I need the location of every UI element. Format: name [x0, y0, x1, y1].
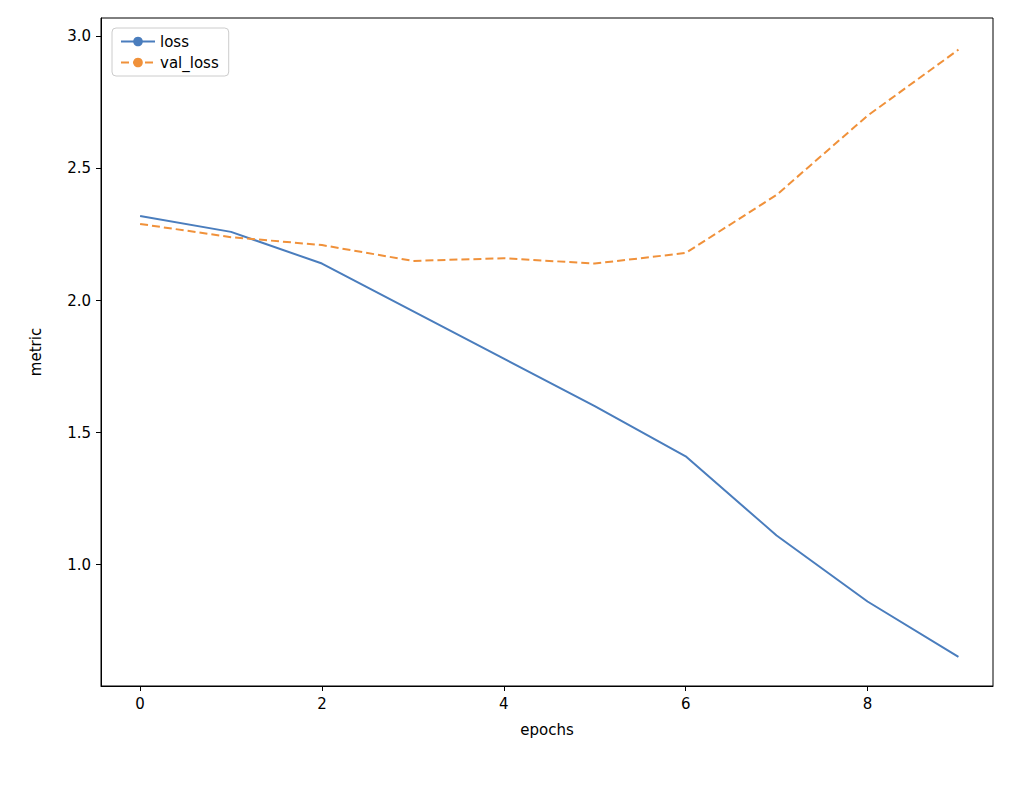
svg-text:6: 6 — [681, 695, 691, 713]
svg-text:1.5: 1.5 — [67, 424, 91, 442]
svg-text:4: 4 — [499, 695, 509, 713]
svg-text:epochs: epochs — [520, 721, 574, 739]
svg-text:3.0: 3.0 — [67, 27, 91, 45]
svg-text:2: 2 — [317, 695, 327, 713]
svg-text:1.0: 1.0 — [67, 556, 91, 574]
svg-text:2.5: 2.5 — [67, 159, 91, 177]
svg-text:val_loss: val_loss — [160, 54, 219, 73]
svg-text:loss: loss — [160, 33, 189, 51]
svg-text:0: 0 — [135, 695, 145, 713]
svg-text:8: 8 — [863, 695, 873, 713]
svg-text:2.0: 2.0 — [67, 292, 91, 310]
svg-text:metric: metric — [27, 328, 45, 376]
